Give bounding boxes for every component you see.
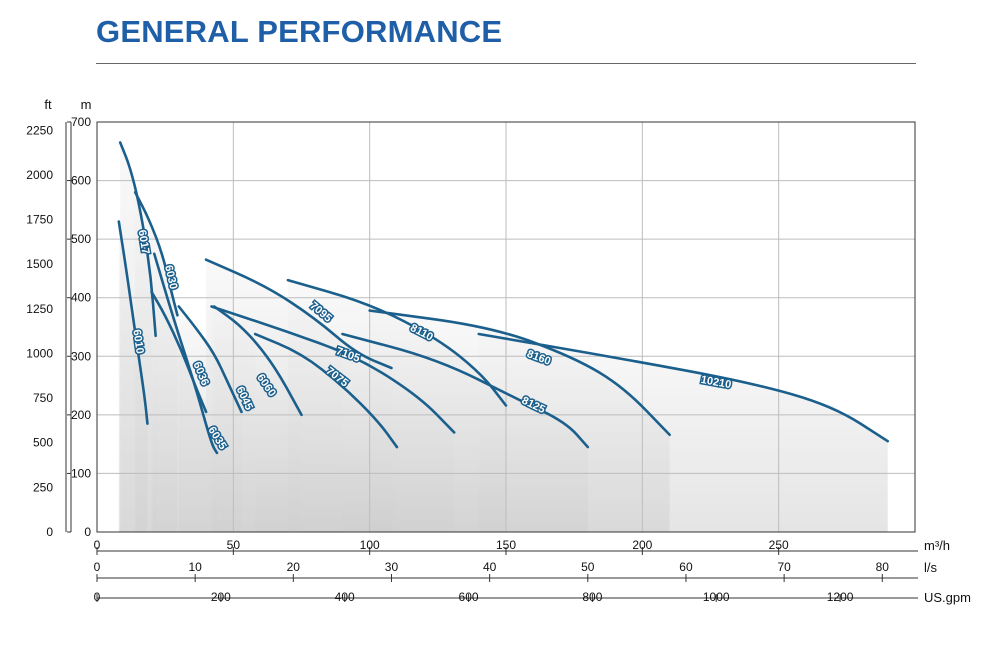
y-ft-tick-label: 1750 xyxy=(26,213,53,227)
x-gpm-tick-label: 1200 xyxy=(827,590,854,604)
x-gpm-tick-label: 1000 xyxy=(703,590,730,604)
y-m-tick-label: 400 xyxy=(71,291,91,305)
y-m-tick-label: 700 xyxy=(71,115,91,129)
curve-6060 xyxy=(212,305,303,417)
plot-frame xyxy=(96,121,916,533)
y-ft-unit: ft xyxy=(44,97,52,112)
x-ls-tick-label: 60 xyxy=(679,560,693,574)
y-m-tick-label: 600 xyxy=(71,174,91,188)
x-gpm-unit: US.gpm xyxy=(924,590,971,605)
x-m3h-tick-label: 0 xyxy=(94,538,101,552)
curve-7075 xyxy=(253,332,399,449)
operating-zones xyxy=(118,142,888,533)
curve-label-6010: 6010 xyxy=(130,329,145,355)
y-ft-tick-label: 1250 xyxy=(26,302,53,316)
curve-6030 xyxy=(133,190,179,317)
page-title: GENERAL PERFORMANCE xyxy=(96,14,503,49)
y-ft-tick-label: 2250 xyxy=(26,123,53,137)
x-gpm-tick-label: 0 xyxy=(94,590,101,604)
x-ls-tick-label: 70 xyxy=(777,560,791,574)
x-ls-tick-label: 30 xyxy=(385,560,399,574)
y-m-tick-label: 0 xyxy=(84,525,91,539)
y-m-unit: m xyxy=(81,97,92,112)
curve-10210 xyxy=(477,332,890,443)
y-ft-tick-label: 500 xyxy=(33,436,53,450)
x-ls-tick-label: 50 xyxy=(581,560,595,574)
y-m-tick-label: 300 xyxy=(71,349,91,363)
y-ft-tick-label: 1500 xyxy=(26,257,53,271)
axes-layer: 0100200300400500600700m02505007501000125… xyxy=(26,97,971,605)
curve-6035 xyxy=(152,252,219,455)
curve-6010 xyxy=(117,220,149,425)
y-m-tick-label: 500 xyxy=(71,232,91,246)
grid-lines xyxy=(97,122,915,532)
curve-6045 xyxy=(177,305,243,414)
curve-7095 xyxy=(204,258,393,370)
x-m3h-tick-label: 150 xyxy=(496,538,516,552)
curve-8110 xyxy=(286,278,508,407)
x-ls-tick-label: 40 xyxy=(483,560,497,574)
x-gpm-tick-label: 600 xyxy=(459,590,479,604)
curve-8160 xyxy=(368,309,671,437)
curve-8125 xyxy=(341,332,590,449)
x-m3h-tick-label: 50 xyxy=(227,538,241,552)
x-ls-tick-label: 10 xyxy=(188,560,202,574)
y-ft-tick-label: 1000 xyxy=(26,346,53,360)
x-m3h-tick-label: 100 xyxy=(360,538,380,552)
curve-7105 xyxy=(210,305,456,434)
y-m-tick-label: 100 xyxy=(71,466,91,480)
curve-label-6030: 6030 xyxy=(162,264,179,291)
y-m-tick-label: 200 xyxy=(71,408,91,422)
zone-10210 xyxy=(478,334,888,532)
x-ls-tick-label: 80 xyxy=(876,560,890,574)
y-ft-tick-label: 2000 xyxy=(26,168,53,182)
x-m3h-unit: m³/h xyxy=(924,538,950,553)
x-ls-tick-label: 0 xyxy=(94,560,101,574)
x-m3h-tick-label: 250 xyxy=(769,538,789,552)
y-ft-tick-label: 0 xyxy=(46,525,53,539)
x-gpm-tick-label: 400 xyxy=(335,590,355,604)
title-divider xyxy=(96,63,916,64)
x-gpm-tick-label: 200 xyxy=(211,590,231,604)
y-ft-tick-label: 750 xyxy=(33,391,53,405)
x-ls-unit: l/s xyxy=(924,560,938,575)
curve-6017 xyxy=(118,141,157,338)
x-gpm-tick-label: 800 xyxy=(582,590,602,604)
x-m3h-tick-label: 200 xyxy=(632,538,652,552)
y-ft-tick-label: 250 xyxy=(33,480,53,494)
curve-label-6017: 6017 xyxy=(135,229,151,255)
x-ls-tick-label: 20 xyxy=(287,560,301,574)
